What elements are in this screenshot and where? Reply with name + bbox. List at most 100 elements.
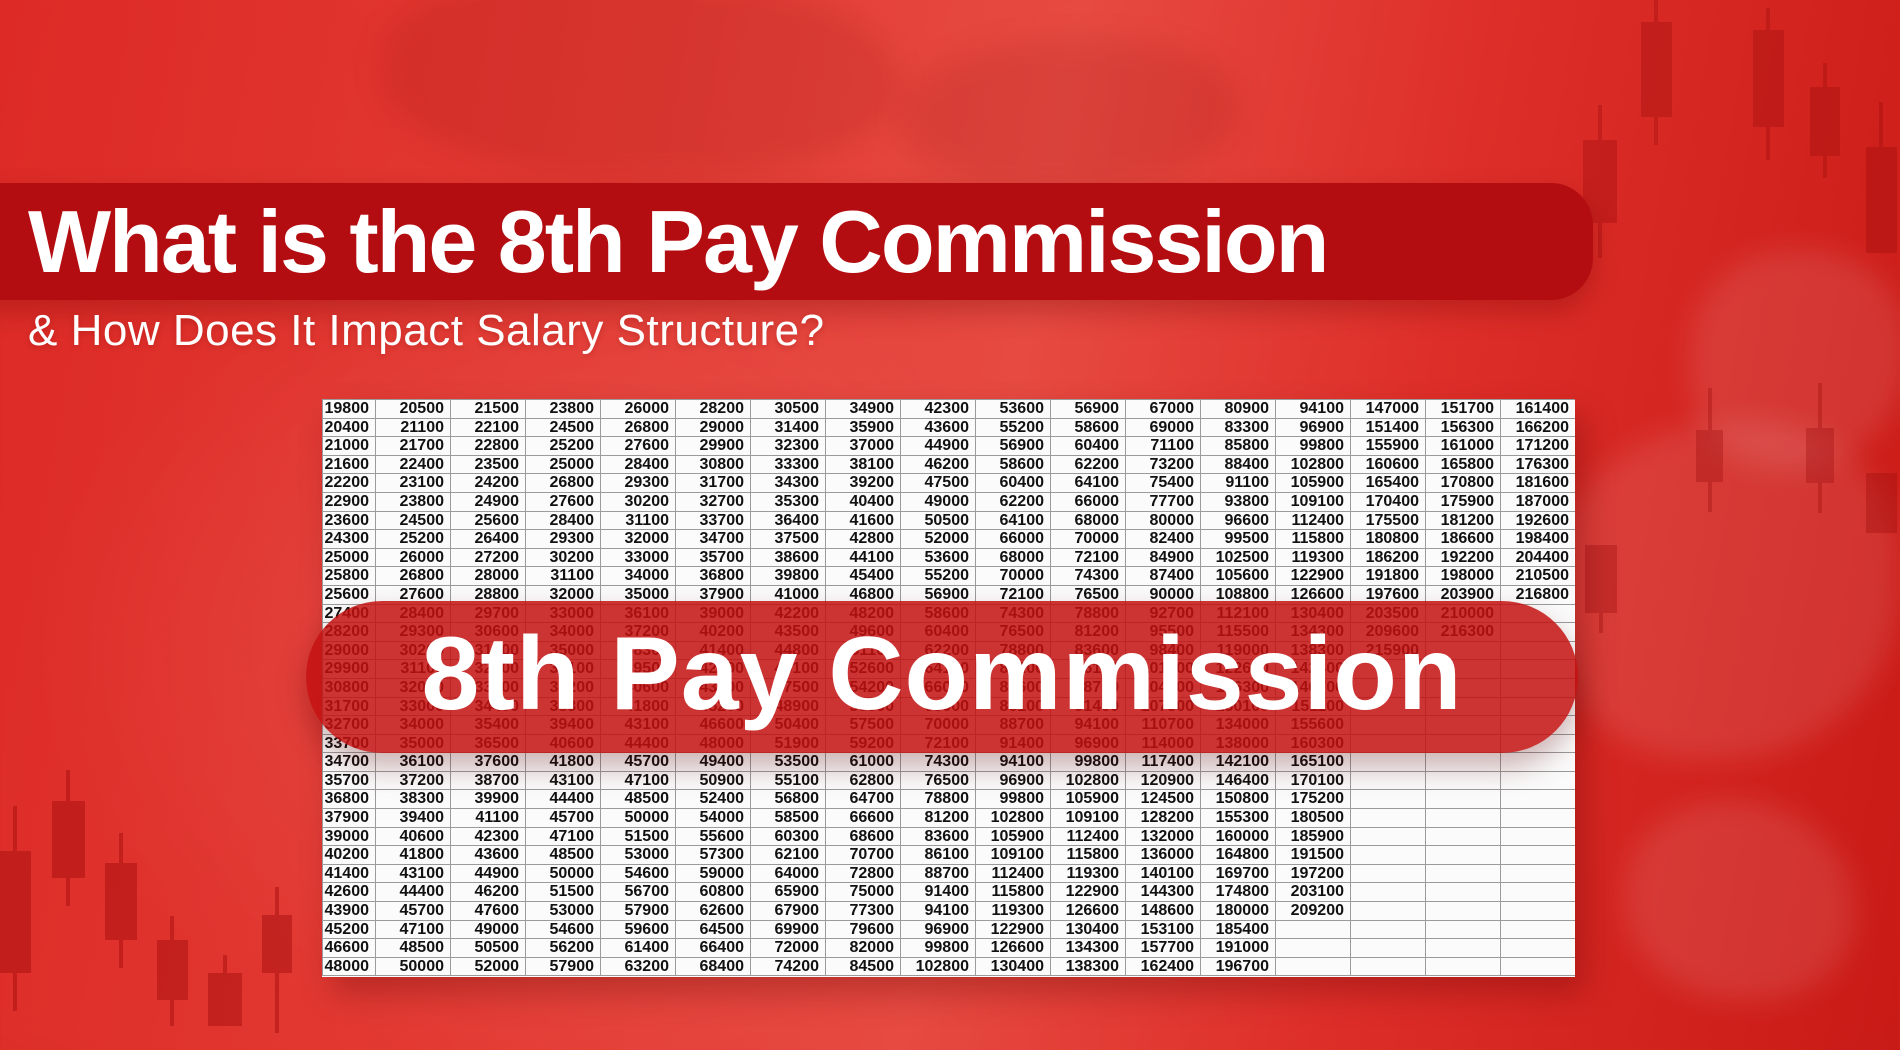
table-cell: 55600 <box>675 826 751 847</box>
table-cell: 161000 <box>1425 436 1501 456</box>
table-cell: 204400 <box>1500 547 1575 568</box>
table-cell: 56800 <box>750 789 826 810</box>
table-cell: 33300 <box>750 454 826 475</box>
table-cell: 33700 <box>675 510 751 531</box>
table-cell <box>1425 770 1501 791</box>
table-cell: 36400 <box>750 510 826 531</box>
table-cell: 37200 <box>375 770 451 791</box>
table-cell: 60400 <box>1050 436 1126 456</box>
table-cell <box>1350 826 1426 847</box>
table-cell: 34300 <box>750 473 826 493</box>
table-cell: 27600 <box>600 436 676 456</box>
table-cell: 180000 <box>1200 901 1276 921</box>
table-cell: 52000 <box>450 956 526 977</box>
table-cell: 165800 <box>1425 454 1501 475</box>
table-cell: 102800 <box>975 808 1051 828</box>
table-cell: 29900 <box>675 436 751 456</box>
table-cell: 72100 <box>1050 547 1126 568</box>
table-cell: 42300 <box>900 399 976 419</box>
table-cell: 47100 <box>525 826 601 847</box>
table-cell <box>1500 938 1575 958</box>
table-cell: 31100 <box>525 566 601 586</box>
table-cell: 181200 <box>1425 510 1501 531</box>
table-cell: 171200 <box>1500 436 1575 456</box>
table-cell: 24500 <box>375 510 451 531</box>
world-map-silhouette <box>900 40 1240 190</box>
table-cell: 157700 <box>1125 938 1201 958</box>
table-cell: 112400 <box>975 863 1051 884</box>
table-cell: 37900 <box>675 584 751 605</box>
table-cell: 45400 <box>825 566 901 586</box>
table-cell: 35700 <box>675 547 751 568</box>
table-cell: 41800 <box>375 845 451 865</box>
table-cell: 192600 <box>1500 510 1575 531</box>
table-cell: 130400 <box>975 956 1051 977</box>
table-cell: 96900 <box>975 770 1051 791</box>
table-cell: 134300 <box>1050 938 1126 958</box>
table-cell: 64500 <box>675 919 751 940</box>
table-cell: 23500 <box>450 454 526 475</box>
table-cell: 112400 <box>1050 826 1126 847</box>
table-cell: 153100 <box>1125 919 1201 940</box>
table-cell: 56900 <box>975 436 1051 456</box>
table-cell: 90000 <box>1125 584 1201 605</box>
table-cell: 94100 <box>975 752 1051 772</box>
table-cell: 26800 <box>600 417 676 438</box>
table-cell <box>1350 770 1426 791</box>
table-cell: 126600 <box>1050 901 1126 921</box>
table-cell: 31700 <box>675 473 751 493</box>
table-cell: 25600 <box>450 510 526 531</box>
table-cell: 162400 <box>1125 956 1201 977</box>
table-cell: 112400 <box>1275 510 1351 531</box>
table-cell: 35700 <box>322 770 376 791</box>
table-cell: 25600 <box>322 584 376 605</box>
table-cell <box>1500 882 1575 903</box>
table-row: 40200 41800 43600 48500 53000 57300 62100 70700… <box>322 845 1575 865</box>
table-cell: 55200 <box>900 566 976 586</box>
table-cell: 26400 <box>450 529 526 549</box>
table-cell: 57900 <box>600 901 676 921</box>
table-row: 37900 39400 41100 45700 50000 54000 58500 66600… <box>322 808 1575 828</box>
table-cell: 85800 <box>1200 436 1276 456</box>
table-cell: 45700 <box>525 808 601 828</box>
table-cell: 170400 <box>1350 491 1426 512</box>
table-cell: 55200 <box>975 417 1051 438</box>
table-cell: 77300 <box>825 901 901 921</box>
table-cell: 132000 <box>1125 826 1201 847</box>
table-cell: 66600 <box>825 808 901 828</box>
table-cell: 46600 <box>322 938 376 958</box>
table-cell: 155900 <box>1350 436 1426 456</box>
table-cell: 27200 <box>450 547 526 568</box>
table-cell: 84900 <box>1125 547 1201 568</box>
table-cell: 27600 <box>375 584 451 605</box>
table-cell: 21600 <box>322 454 376 475</box>
table-cell: 36800 <box>322 789 376 810</box>
table-cell: 74200 <box>750 956 826 977</box>
table-cell: 44900 <box>900 436 976 456</box>
table-cell: 122900 <box>975 919 1051 940</box>
world-map-silhouette <box>1625 800 1855 1000</box>
table-cell: 175900 <box>1425 491 1501 512</box>
table-cell: 74300 <box>1050 566 1126 586</box>
table-cell: 70000 <box>975 566 1051 586</box>
table-cell: 50900 <box>675 770 751 791</box>
table-cell: 41600 <box>825 510 901 531</box>
table-cell: 51500 <box>525 882 601 903</box>
table-cell: 119300 <box>1275 547 1351 568</box>
table-cell: 44900 <box>450 863 526 884</box>
table-cell <box>1350 882 1426 903</box>
table-row: 25000 26000 27200 30200 33000 35700 38600 44100… <box>322 547 1575 568</box>
table-cell: 22200 <box>322 473 376 493</box>
table-cell: 43900 <box>322 901 376 921</box>
table-cell: 42600 <box>322 882 376 903</box>
table-cell: 115800 <box>1050 845 1126 865</box>
table-cell <box>1350 752 1426 772</box>
table-cell: 49000 <box>450 919 526 940</box>
table-row: 43900 45700 47600 53000 57900 62600 67900 77300… <box>322 901 1575 921</box>
table-cell: 102800 <box>900 956 976 977</box>
table-cell: 50000 <box>600 808 676 828</box>
table-row: 19800 20500 21500 23800 26000 28200 30500 34900… <box>322 399 1575 419</box>
table-cell <box>1275 938 1351 958</box>
table-cell <box>1350 919 1426 940</box>
table-cell <box>1425 826 1501 847</box>
